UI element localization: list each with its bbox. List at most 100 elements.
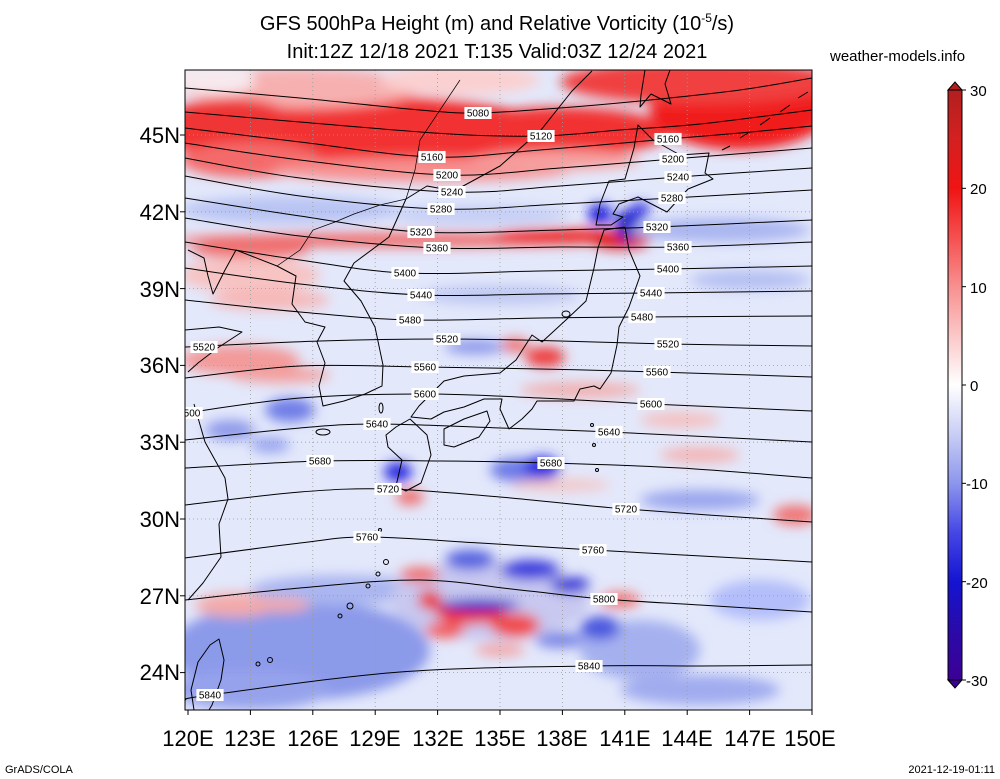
contour-label-bg: [590, 593, 618, 605]
plot-frame: [184, 69, 813, 711]
vorticity-patch: [250, 437, 290, 453]
contour-label-text: 5800: [593, 595, 616, 606]
contour-label: 5640: [595, 426, 623, 439]
colorbar-label: 10: [970, 280, 987, 297]
contour-label-text: 5480: [631, 313, 654, 324]
contour-label-text: 5360: [426, 244, 449, 255]
shandong-coast: [185, 326, 243, 373]
contour-label: 5680: [306, 455, 334, 468]
contour-label-bg: [654, 263, 682, 275]
vorticity-patch: [588, 204, 612, 224]
contour-label: 5400: [391, 267, 419, 280]
vorticity-patch: [580, 616, 620, 640]
contour-label: 5560: [411, 361, 439, 374]
title-suffix: /s): [712, 13, 734, 35]
contour-label: 5280: [658, 192, 686, 205]
vorticity-patch: [185, 196, 400, 224]
contour-label-bg: [433, 169, 461, 181]
contour-label: 5680: [537, 457, 565, 470]
vorticity-patch: [396, 489, 424, 505]
height-contour-5600: [185, 393, 812, 414]
contour-label-text: 5640: [598, 428, 621, 439]
vorticity-patch: [185, 70, 255, 95]
contour-label-text: 5200: [662, 155, 685, 166]
contour-label-bg: [427, 203, 455, 215]
site-credit: weather-models.info: [829, 48, 965, 65]
contour-label-text: 5400: [394, 269, 417, 280]
contour-label: 5840: [196, 689, 224, 702]
contour-label-bg: [438, 186, 466, 198]
contour-label-text: 5320: [410, 228, 433, 239]
colorbar-ticks: [962, 89, 966, 681]
contour-label-text: 5720: [615, 505, 638, 516]
height-contour-5480: [185, 299, 812, 321]
height-contour-5080: [185, 77, 812, 114]
contour-label-text: 5320: [646, 223, 669, 234]
contour-label-bg: [637, 287, 665, 299]
colorbar-label: -30: [966, 673, 988, 690]
contour-label-text: 5560: [414, 363, 437, 374]
contour-label: 5760: [353, 531, 381, 544]
honshu-coast: [410, 226, 641, 430]
height-contour-5320: [185, 197, 812, 234]
vorticity-patch: [560, 70, 812, 104]
contour-label-bg: [391, 267, 419, 279]
contour-label-bg: [407, 289, 435, 301]
vorticity-patch: [265, 398, 315, 422]
contour-label: 5520: [190, 341, 218, 354]
lat-label: 30N: [140, 507, 180, 532]
title-prefix: GFS 500hPa Height (m) and Relative Vorti…: [260, 13, 701, 35]
contour-label-text: 5680: [309, 457, 332, 468]
contour-label-bg: [185, 407, 203, 419]
contour-label-bg: [579, 544, 607, 556]
vorticity-patch: [630, 202, 650, 218]
colorbar-label: 20: [970, 181, 987, 198]
lon-label: 129E: [349, 726, 400, 751]
contour-label-text: 5840: [578, 662, 601, 673]
contour-label-text: 5680: [540, 459, 563, 470]
contour-label: 5320: [643, 221, 671, 234]
taiwan-coast: [190, 638, 225, 710]
contour-label: 5120: [527, 130, 555, 143]
vorticity-patch: [400, 567, 440, 583]
sado-island: [561, 310, 571, 318]
colorbar-scale: [947, 89, 963, 681]
contour-label-text: 5440: [640, 289, 663, 300]
contour-label-bg: [353, 531, 381, 543]
contour-label-bg: [595, 426, 623, 438]
contour-label-bg: [575, 660, 603, 672]
height-contour-5560: [185, 364, 812, 379]
contour-label: 5720: [374, 483, 402, 496]
contour-label: 5160: [418, 151, 446, 164]
contour-label: 5160: [654, 133, 682, 146]
contour-label-text: 5360: [667, 243, 690, 254]
contour-label: 5600: [637, 398, 665, 411]
contour-label-text: 5200: [436, 171, 459, 182]
contour-label-text: 5280: [430, 205, 453, 216]
vorticity-patch: [250, 575, 430, 605]
vorticity-patch: [630, 218, 810, 242]
contour-label-bg: [411, 361, 439, 373]
vorticity-patch: [230, 367, 330, 383]
contour-label-bg: [433, 333, 461, 345]
vorticity-patch: [690, 270, 810, 290]
lon-label: 126E: [287, 726, 338, 751]
height-contour-5360: [185, 217, 812, 250]
vorticity-patch: [640, 412, 720, 428]
contour-label-text: 5240: [667, 173, 690, 184]
vorticity-patch: [500, 560, 560, 580]
height-contour-5440: [185, 267, 812, 297]
height-contour-5160: [185, 125, 812, 158]
lat-label: 42N: [140, 200, 180, 225]
colorbar: 30 20 10 0 -10 -20 -30: [946, 81, 988, 690]
contour-label: 5200: [659, 153, 687, 166]
vorticity-patch: [185, 257, 320, 293]
height-contour-5240: [185, 157, 812, 193]
contour-label: 5320: [407, 226, 435, 239]
contour-label-bg: [658, 192, 686, 204]
contour-label: 5440: [407, 289, 435, 302]
contour-label-bg: [637, 398, 665, 410]
contour-label-text: 5280: [661, 194, 684, 205]
vorticity-patch: [620, 675, 780, 705]
height-contour-5720: [185, 488, 812, 523]
